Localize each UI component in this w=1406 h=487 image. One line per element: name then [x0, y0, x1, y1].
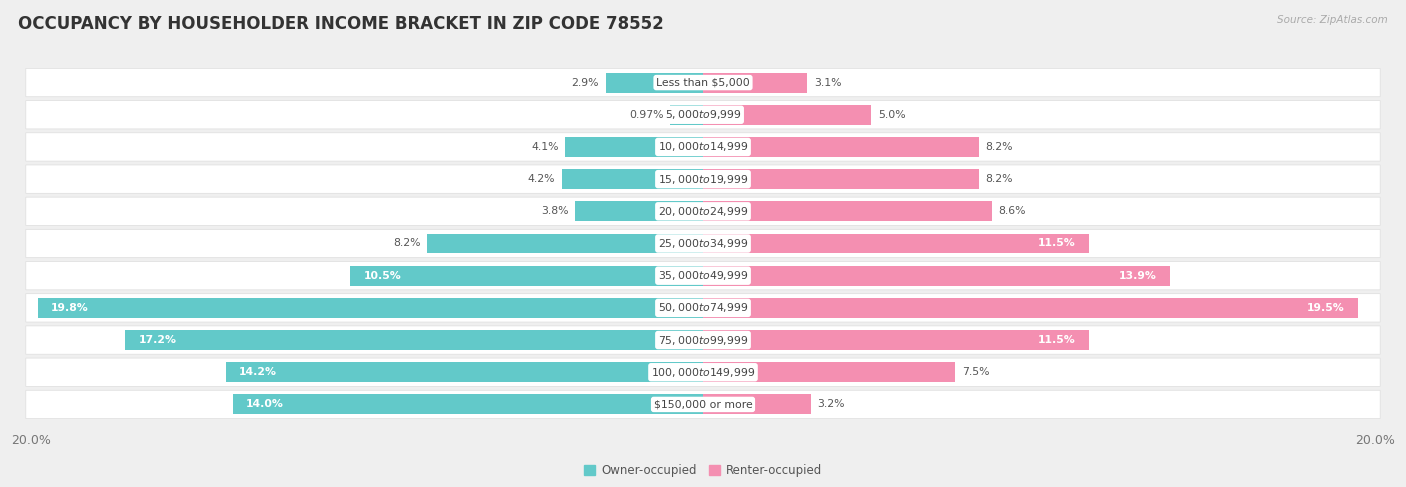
Text: $10,000 to $14,999: $10,000 to $14,999 [658, 140, 748, 153]
Text: 19.8%: 19.8% [51, 303, 89, 313]
Text: 4.2%: 4.2% [527, 174, 555, 184]
Text: 3.2%: 3.2% [817, 399, 845, 410]
Bar [703, 266, 1170, 286]
Bar [703, 298, 1358, 318]
Bar [232, 394, 703, 414]
Bar [427, 234, 703, 253]
FancyBboxPatch shape [25, 390, 1381, 419]
Text: 17.2%: 17.2% [138, 335, 176, 345]
Text: $20,000 to $24,999: $20,000 to $24,999 [658, 205, 748, 218]
Bar [703, 137, 979, 157]
Bar [575, 201, 703, 221]
Text: 19.5%: 19.5% [1308, 303, 1346, 313]
Bar [606, 73, 703, 93]
FancyBboxPatch shape [25, 326, 1381, 354]
Text: 8.2%: 8.2% [986, 142, 1012, 152]
Bar [703, 73, 807, 93]
Bar [562, 169, 703, 189]
Text: 14.2%: 14.2% [239, 367, 277, 377]
Text: 4.1%: 4.1% [531, 142, 558, 152]
FancyBboxPatch shape [25, 68, 1381, 97]
FancyBboxPatch shape [25, 101, 1381, 129]
Bar [703, 105, 872, 125]
Text: $35,000 to $49,999: $35,000 to $49,999 [658, 269, 748, 282]
FancyBboxPatch shape [25, 197, 1381, 225]
Text: 0.97%: 0.97% [628, 110, 664, 120]
Text: Less than $5,000: Less than $5,000 [657, 77, 749, 88]
Text: $25,000 to $34,999: $25,000 to $34,999 [658, 237, 748, 250]
Text: $5,000 to $9,999: $5,000 to $9,999 [665, 108, 741, 121]
Text: 2.9%: 2.9% [571, 77, 599, 88]
Text: 10.5%: 10.5% [364, 271, 401, 281]
FancyBboxPatch shape [25, 262, 1381, 290]
Bar [226, 362, 703, 382]
Legend: Owner-occupied, Renter-occupied: Owner-occupied, Renter-occupied [579, 459, 827, 482]
Bar [703, 330, 1090, 350]
FancyBboxPatch shape [25, 358, 1381, 386]
Bar [671, 105, 703, 125]
Bar [703, 169, 979, 189]
Bar [350, 266, 703, 286]
Text: $75,000 to $99,999: $75,000 to $99,999 [658, 334, 748, 347]
Text: 8.6%: 8.6% [998, 206, 1026, 216]
Text: 3.8%: 3.8% [541, 206, 568, 216]
Text: $50,000 to $74,999: $50,000 to $74,999 [658, 301, 748, 315]
FancyBboxPatch shape [25, 165, 1381, 193]
Bar [125, 330, 703, 350]
FancyBboxPatch shape [25, 229, 1381, 258]
Text: 7.5%: 7.5% [962, 367, 990, 377]
Text: 11.5%: 11.5% [1038, 335, 1076, 345]
Text: 14.0%: 14.0% [246, 399, 284, 410]
Text: 11.5%: 11.5% [1038, 239, 1076, 248]
FancyBboxPatch shape [25, 133, 1381, 161]
Bar [703, 234, 1090, 253]
Text: $100,000 to $149,999: $100,000 to $149,999 [651, 366, 755, 379]
Text: OCCUPANCY BY HOUSEHOLDER INCOME BRACKET IN ZIP CODE 78552: OCCUPANCY BY HOUSEHOLDER INCOME BRACKET … [18, 15, 664, 33]
Text: $150,000 or more: $150,000 or more [654, 399, 752, 410]
FancyBboxPatch shape [25, 294, 1381, 322]
Text: Source: ZipAtlas.com: Source: ZipAtlas.com [1277, 15, 1388, 25]
Text: 8.2%: 8.2% [986, 174, 1012, 184]
Text: $15,000 to $19,999: $15,000 to $19,999 [658, 172, 748, 186]
Text: 13.9%: 13.9% [1119, 271, 1157, 281]
Bar [703, 362, 955, 382]
Text: 5.0%: 5.0% [877, 110, 905, 120]
Bar [38, 298, 703, 318]
Bar [565, 137, 703, 157]
Bar [703, 394, 810, 414]
Text: 3.1%: 3.1% [814, 77, 841, 88]
Bar [703, 201, 993, 221]
Text: 8.2%: 8.2% [394, 239, 420, 248]
